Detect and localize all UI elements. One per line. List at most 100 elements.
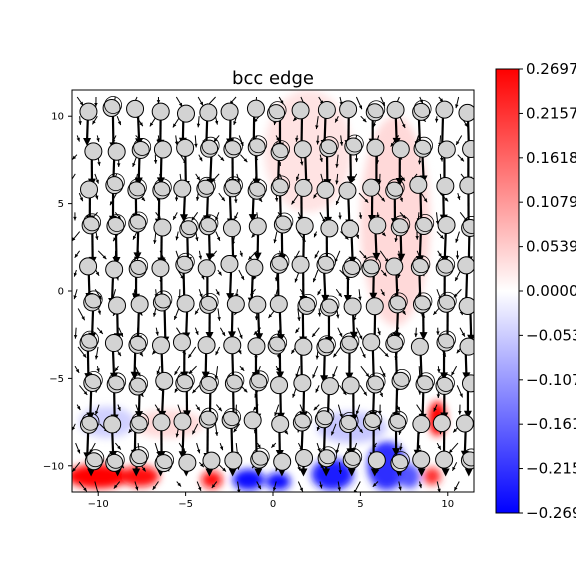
atom bbox=[341, 376, 360, 395]
atom bbox=[320, 219, 339, 238]
small-arrow-head bbox=[117, 445, 121, 450]
displacement-arrow-head bbox=[179, 214, 188, 223]
atom bbox=[224, 374, 243, 393]
small-arrow-head bbox=[381, 232, 386, 237]
atom-ring bbox=[130, 332, 148, 351]
displacement-arrow-head bbox=[397, 253, 406, 262]
atom-ring bbox=[130, 257, 149, 275]
atom-ring bbox=[275, 212, 294, 231]
displacement-arrow-head bbox=[255, 333, 264, 342]
small-arrow-head bbox=[394, 238, 398, 242]
small-arrow-head bbox=[384, 353, 389, 357]
small-arrow-head bbox=[339, 141, 344, 146]
atom-ring bbox=[272, 175, 291, 194]
small-arrow-head bbox=[275, 367, 280, 372]
displacement-arrow-head bbox=[372, 252, 381, 261]
small-arrow-head bbox=[396, 406, 401, 411]
small-arrow-head bbox=[114, 367, 119, 372]
atom bbox=[105, 176, 124, 195]
atom bbox=[198, 217, 217, 236]
atom bbox=[106, 217, 125, 236]
small-arrow-head bbox=[214, 432, 219, 436]
small-arrow-head bbox=[214, 120, 219, 125]
small-arrow-head bbox=[175, 433, 179, 438]
small-arrow-head bbox=[200, 463, 204, 468]
atom bbox=[366, 138, 385, 157]
small-arrow-head bbox=[240, 366, 245, 371]
small-arrow-head bbox=[377, 331, 381, 336]
atom bbox=[316, 255, 335, 274]
small-arrow-head bbox=[149, 122, 154, 127]
y-tick-label: 5 bbox=[58, 199, 64, 210]
small-arrow-head bbox=[315, 355, 320, 360]
small-arrow-head bbox=[335, 180, 339, 185]
atom bbox=[291, 255, 310, 274]
atom bbox=[317, 449, 336, 468]
small-arrow-head bbox=[132, 235, 137, 240]
atom bbox=[390, 454, 409, 473]
atom-ring bbox=[272, 140, 291, 159]
atom bbox=[79, 257, 98, 276]
small-arrow-head bbox=[174, 197, 179, 202]
small-arrow-head bbox=[338, 470, 342, 474]
small-arrow-head bbox=[359, 335, 363, 340]
atom bbox=[457, 256, 474, 275]
atom bbox=[247, 337, 266, 356]
atom bbox=[365, 297, 384, 316]
small-arrow-head bbox=[339, 332, 343, 337]
atom bbox=[343, 297, 362, 316]
small-arrow-head bbox=[402, 123, 406, 128]
small-arrow-head bbox=[239, 252, 243, 257]
small-arrow-head bbox=[355, 234, 360, 239]
small-arrow-head bbox=[96, 368, 100, 373]
atom bbox=[436, 177, 455, 196]
small-arrow-head bbox=[95, 410, 99, 415]
small-arrow-head bbox=[234, 215, 238, 220]
small-arrow-head bbox=[75, 368, 80, 373]
small-arrow-head bbox=[456, 141, 460, 146]
atom-ring bbox=[108, 214, 126, 232]
colorbar-tick-label: −0.107 bbox=[526, 371, 576, 389]
atom bbox=[316, 180, 335, 199]
field-blob bbox=[120, 465, 160, 487]
small-arrow-head bbox=[73, 272, 78, 277]
atom bbox=[316, 338, 335, 357]
colorbar-tick-label: 0.1079 bbox=[526, 193, 576, 211]
small-arrow-head bbox=[291, 200, 295, 205]
small-arrow-head bbox=[382, 372, 386, 377]
small-arrow-head bbox=[72, 426, 76, 431]
atom-ring bbox=[294, 410, 313, 429]
small-arrow-head bbox=[437, 488, 441, 492]
small-arrow-head bbox=[215, 351, 219, 356]
small-arrow-head bbox=[448, 449, 453, 454]
atom-ring bbox=[226, 371, 245, 390]
atom bbox=[409, 175, 428, 194]
atom bbox=[317, 100, 336, 119]
small-arrow-head bbox=[132, 162, 136, 167]
displacement-arrow-head bbox=[299, 468, 308, 477]
small-arrow-head bbox=[74, 253, 79, 258]
small-arrow-head bbox=[199, 293, 203, 298]
atom bbox=[391, 371, 410, 390]
atom bbox=[199, 375, 218, 394]
small-arrow-head bbox=[196, 406, 201, 411]
atom-ring bbox=[129, 211, 148, 230]
atom-ring bbox=[153, 178, 172, 197]
atom bbox=[413, 139, 432, 158]
small-arrow-head bbox=[378, 410, 382, 415]
atom bbox=[295, 216, 314, 235]
small-arrow-head bbox=[398, 486, 402, 491]
atom-ring bbox=[462, 448, 474, 467]
atom-ring bbox=[318, 252, 336, 271]
small-arrow-head bbox=[364, 198, 369, 203]
atom-ring bbox=[249, 135, 268, 154]
atom bbox=[126, 99, 145, 118]
small-arrow-head bbox=[211, 484, 216, 488]
small-arrow-head bbox=[359, 428, 363, 433]
atom bbox=[267, 336, 286, 355]
displacement-arrow-head bbox=[226, 293, 235, 302]
small-arrow-head bbox=[198, 255, 203, 260]
atom bbox=[291, 101, 310, 120]
atom bbox=[129, 449, 148, 468]
small-arrow-head bbox=[214, 375, 218, 380]
